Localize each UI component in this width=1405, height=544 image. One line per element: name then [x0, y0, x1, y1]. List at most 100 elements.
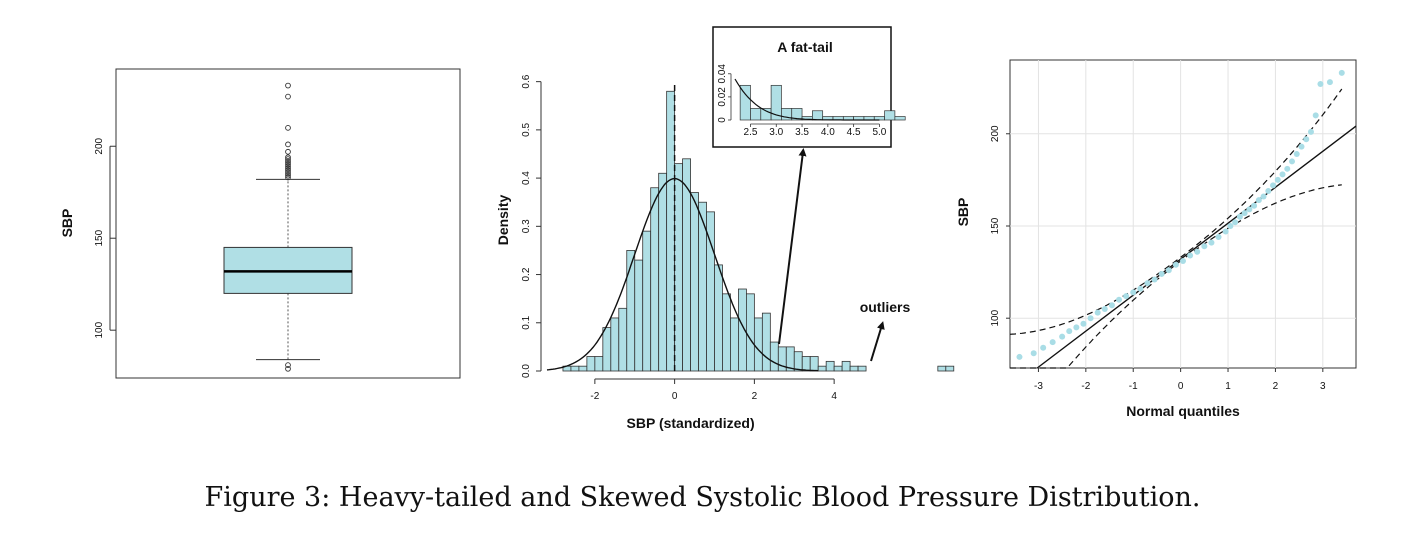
qq-point: [1165, 267, 1172, 274]
qq-point: [1270, 182, 1277, 189]
histogram-bar: [626, 250, 636, 372]
inset-bar: [770, 84, 782, 121]
qq-point: [1094, 309, 1101, 316]
boxplot-outlier: [285, 161, 291, 168]
histogram-y-tick-label: 0.2: [521, 267, 532, 281]
histogram-bar: [937, 365, 947, 372]
histogram-bar: [945, 365, 955, 372]
qq-point: [1255, 197, 1262, 204]
histogram-bar: [570, 365, 580, 372]
qq-point: [1338, 69, 1345, 76]
histogram-bar: [849, 365, 859, 372]
qq-y-label: SBP: [955, 198, 971, 227]
qq-point: [1317, 80, 1324, 87]
inset-x-tick-label: 4.0: [821, 127, 835, 138]
inset-bar: [760, 108, 772, 121]
qq-point: [1172, 261, 1179, 268]
qq-x-tick-label: 2: [1273, 381, 1279, 392]
boxplot-outlier: [285, 82, 291, 89]
inset-bar: [791, 108, 803, 121]
qq-point: [1040, 344, 1047, 351]
histogram-bar: [746, 293, 755, 372]
qq-point: [1201, 243, 1208, 250]
qq-point: [1232, 219, 1239, 226]
outliers-annotation: outliers: [860, 299, 911, 315]
qq-point: [1293, 151, 1300, 158]
qq-point: [1144, 280, 1151, 287]
histogram-bar: [833, 365, 843, 372]
inset-bar: [750, 108, 762, 121]
histogram-bar: [666, 90, 676, 372]
histogram-y-tick-label: 0.6: [521, 74, 532, 88]
qq-frame: [1009, 59, 1357, 369]
qq-point: [1260, 193, 1267, 200]
histogram-bar: [769, 341, 779, 372]
boxplot-outlier: [285, 163, 291, 170]
inset-y-tick-label: 0.02: [717, 87, 728, 107]
inset-title: A fat-tail: [777, 39, 832, 55]
qq-point: [1227, 222, 1234, 229]
qq-point: [1241, 210, 1248, 217]
inset-y-tick-label: 0: [717, 117, 728, 123]
histogram-bar: [674, 163, 683, 372]
inset-x-tick-label: 5.0: [872, 127, 886, 138]
qq-point: [1246, 206, 1253, 213]
qq-point: [1180, 258, 1186, 265]
inset-bar: [894, 116, 906, 121]
boxplot-y-tick-label: 150: [94, 229, 105, 246]
qq-point: [1208, 239, 1215, 246]
histogram-y-tick-label: 0.0: [521, 364, 532, 378]
qq-point: [1080, 320, 1087, 327]
histogram-bar: [722, 293, 731, 372]
boxplot-outlier: [285, 156, 291, 162]
histogram-bar: [594, 356, 604, 372]
qq-point: [1101, 305, 1108, 312]
histogram-bar: [817, 365, 827, 372]
histogram-x-label: SBP (standardized): [627, 415, 755, 431]
boxplot-outlier: [285, 174, 291, 181]
qq-point: [1123, 293, 1130, 300]
histogram-bar: [610, 317, 620, 372]
qq-point: [1274, 176, 1281, 183]
qq-x-tick-label: -1: [1129, 381, 1138, 392]
qq-point: [1073, 324, 1080, 331]
histogram-x-tick-label: 0: [672, 391, 678, 402]
histogram-bar: [801, 356, 811, 372]
histogram-y-tick-label: 0.4: [521, 171, 532, 185]
histogram-x-tick-label: 4: [831, 391, 837, 402]
boxplot-outlier: [285, 141, 291, 148]
inset-bar: [884, 110, 896, 121]
boxplot-outlier: [285, 170, 291, 177]
histogram-bar: [690, 192, 699, 372]
histogram-bar: [634, 259, 644, 372]
qq-x-tick-label: 3: [1320, 381, 1326, 392]
qq-point: [1016, 353, 1023, 360]
histogram-bar: [793, 351, 803, 372]
inset-x-tick-label: 3.0: [769, 127, 783, 138]
boxplot-frame: [115, 68, 461, 379]
qq-point: [1307, 128, 1314, 135]
histogram-y-label: Density: [495, 195, 511, 246]
qq-point: [1087, 315, 1094, 322]
boxplot-outlier: [285, 158, 291, 164]
qq-point: [1137, 285, 1144, 292]
inset-x-tick-label: 4.5: [847, 127, 861, 138]
histogram-x-tick-label: 2: [752, 391, 758, 402]
boxplot-outlier: [285, 169, 291, 175]
inset-bar: [739, 84, 751, 121]
histogram-bar: [578, 365, 588, 372]
qq-point: [1130, 289, 1137, 296]
qq-point: [1279, 171, 1286, 178]
histogram-bar: [642, 230, 652, 372]
qq-point: [1116, 296, 1123, 303]
boxplot-outlier: [285, 154, 291, 161]
qq-x-tick-label: 0: [1178, 381, 1184, 392]
qq-point: [1326, 79, 1333, 86]
qq-upper-envelope: [1009, 88, 1343, 335]
fat-tail-arrow: [778, 148, 807, 345]
inset-x-tick-label: 3.5: [795, 127, 809, 138]
boxplot-outlier: [285, 93, 291, 100]
boxplot-outlier: [285, 172, 291, 179]
qq-point: [1059, 333, 1066, 340]
